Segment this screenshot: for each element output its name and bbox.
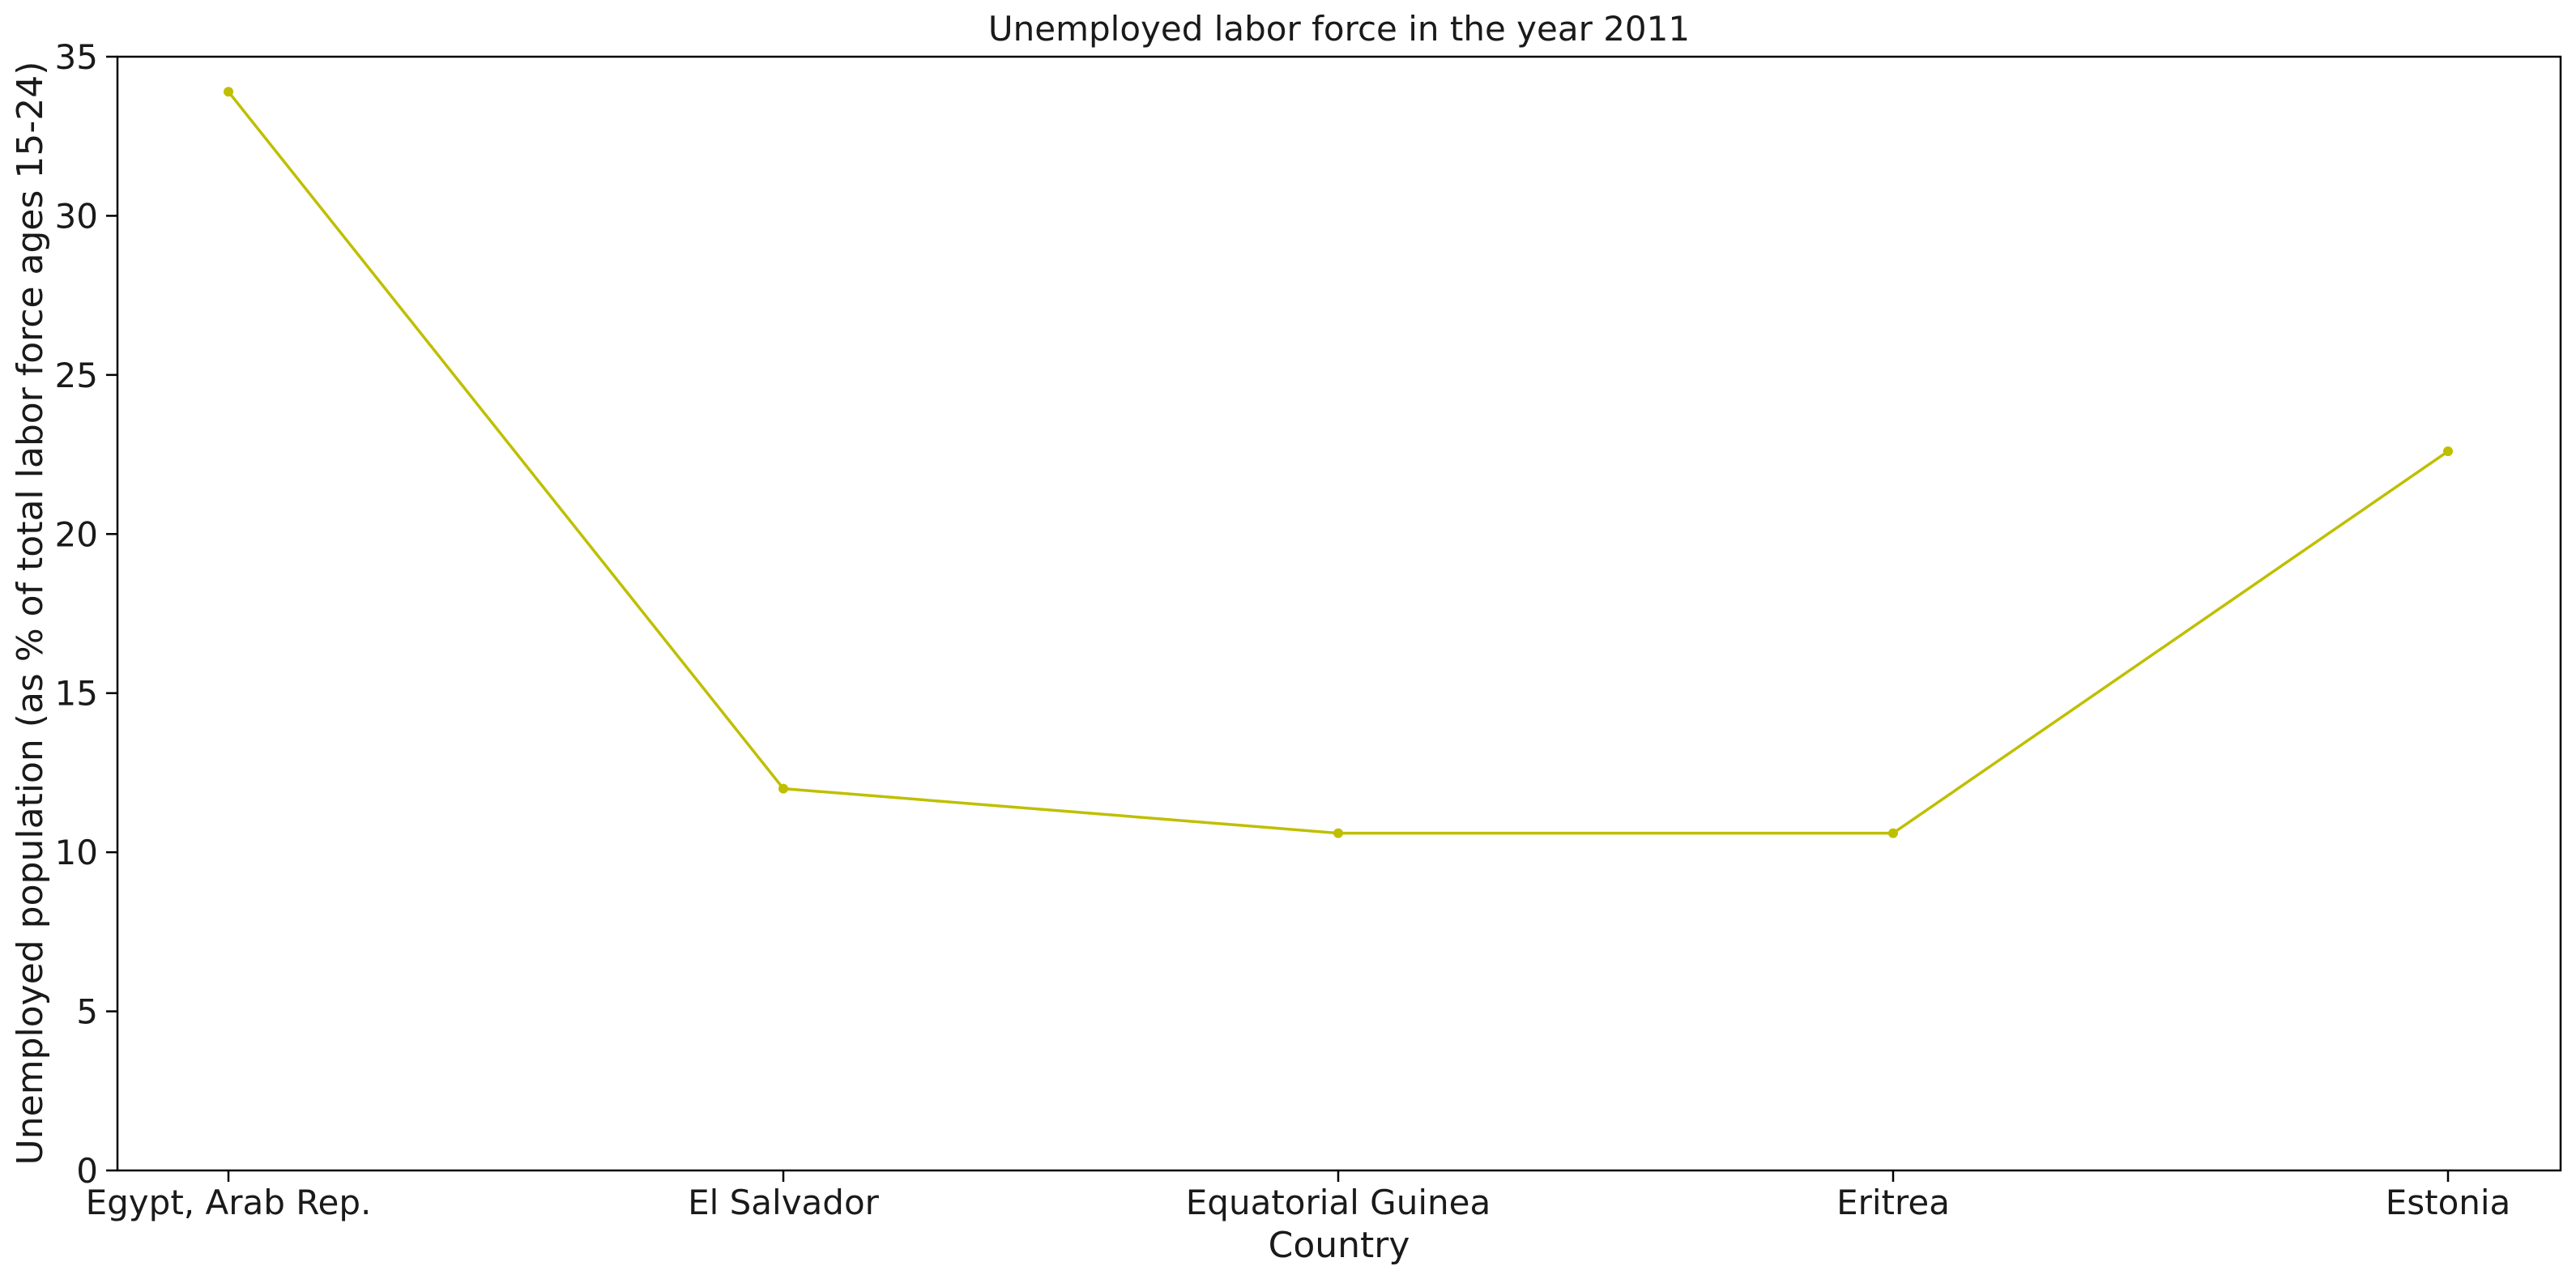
data-point bbox=[1333, 828, 1343, 838]
y-tick-label: 25 bbox=[55, 356, 98, 395]
y-tick-label: 10 bbox=[55, 833, 98, 872]
x-tick-label: Estonia bbox=[2386, 1183, 2511, 1222]
y-axis-ticks: 0 5 10 15 20 25 30 35 bbox=[55, 37, 117, 1191]
x-axis-ticks: Egypt, Arab Rep. El Salvador Equatorial Gu… bbox=[86, 1170, 2511, 1222]
plot-area-frame bbox=[116, 55, 2562, 1172]
y-tick-label: 0 bbox=[76, 1151, 98, 1191]
x-axis-label: Country bbox=[1269, 1225, 1410, 1266]
x-tick-label: Egypt, Arab Rep. bbox=[86, 1183, 372, 1222]
y-tick-label: 35 bbox=[55, 37, 98, 77]
data-point bbox=[778, 783, 788, 794]
x-tick-label: Eritrea bbox=[1836, 1183, 1950, 1222]
series-line bbox=[227, 91, 2449, 835]
data-point bbox=[224, 87, 233, 97]
y-tick-label: 30 bbox=[55, 196, 98, 236]
y-tick-label: 5 bbox=[76, 992, 98, 1032]
chart-title: Unemployed labor force in the year 2011 bbox=[988, 9, 1690, 49]
x-tick-label: Equatorial Guinea bbox=[1186, 1183, 1491, 1222]
y-axis-label: Unemployed population (as % of total lab… bbox=[10, 62, 51, 1166]
series-layer bbox=[224, 87, 2453, 838]
y-tick-label: 15 bbox=[55, 674, 98, 714]
data-point bbox=[1888, 828, 1898, 838]
x-tick-label: El Salvador bbox=[688, 1183, 880, 1222]
y-tick-label: 20 bbox=[55, 514, 98, 554]
data-point bbox=[2443, 446, 2453, 457]
